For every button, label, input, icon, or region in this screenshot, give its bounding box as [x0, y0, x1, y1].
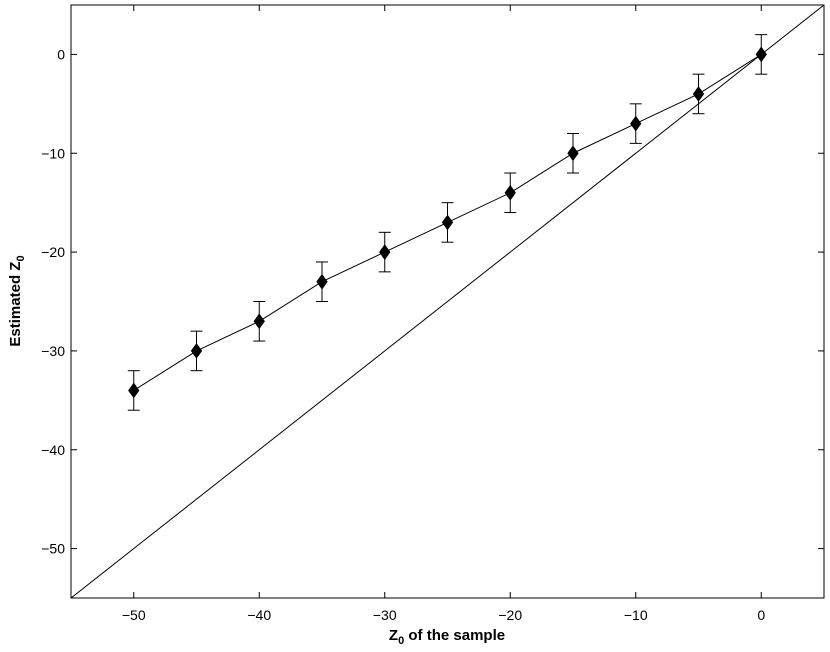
data-point-marker — [692, 86, 705, 102]
x-tick-label: −10 — [624, 607, 648, 623]
y-tick-label: −50 — [41, 541, 65, 557]
y-tick-label: −30 — [41, 343, 65, 359]
tick-labels: −50 −40 −30 −20 −10 0 0 −10 −20 −30 −40 −50 — [41, 46, 765, 623]
x-tick-label: −30 — [373, 607, 397, 623]
x-axis-label: Z0 of the sample — [389, 627, 505, 647]
x-tick-label: 0 — [757, 607, 765, 623]
data-point-marker — [379, 244, 391, 260]
data-point-marker — [316, 273, 328, 290]
y-axis-label: Estimated Z0 — [7, 255, 27, 346]
data-point-marker — [567, 145, 579, 162]
y-tick-label: 0 — [57, 46, 65, 62]
data-markers — [128, 46, 767, 399]
y-tick-label: −40 — [41, 442, 65, 458]
axis-ticks — [71, 5, 824, 598]
data-point-marker — [190, 343, 203, 359]
data-point-marker — [128, 382, 140, 399]
data-point-marker — [755, 46, 767, 63]
data-point-marker — [441, 214, 454, 231]
x-tick-label: −20 — [498, 607, 522, 623]
y-tick-label: −20 — [41, 244, 65, 260]
data-point-marker — [504, 184, 516, 201]
x-tick-label: −50 — [122, 607, 146, 623]
x-tick-label: −40 — [247, 607, 271, 623]
y-tick-label: −10 — [41, 145, 65, 161]
data-point-marker — [630, 115, 642, 132]
data-point-marker — [253, 313, 265, 330]
